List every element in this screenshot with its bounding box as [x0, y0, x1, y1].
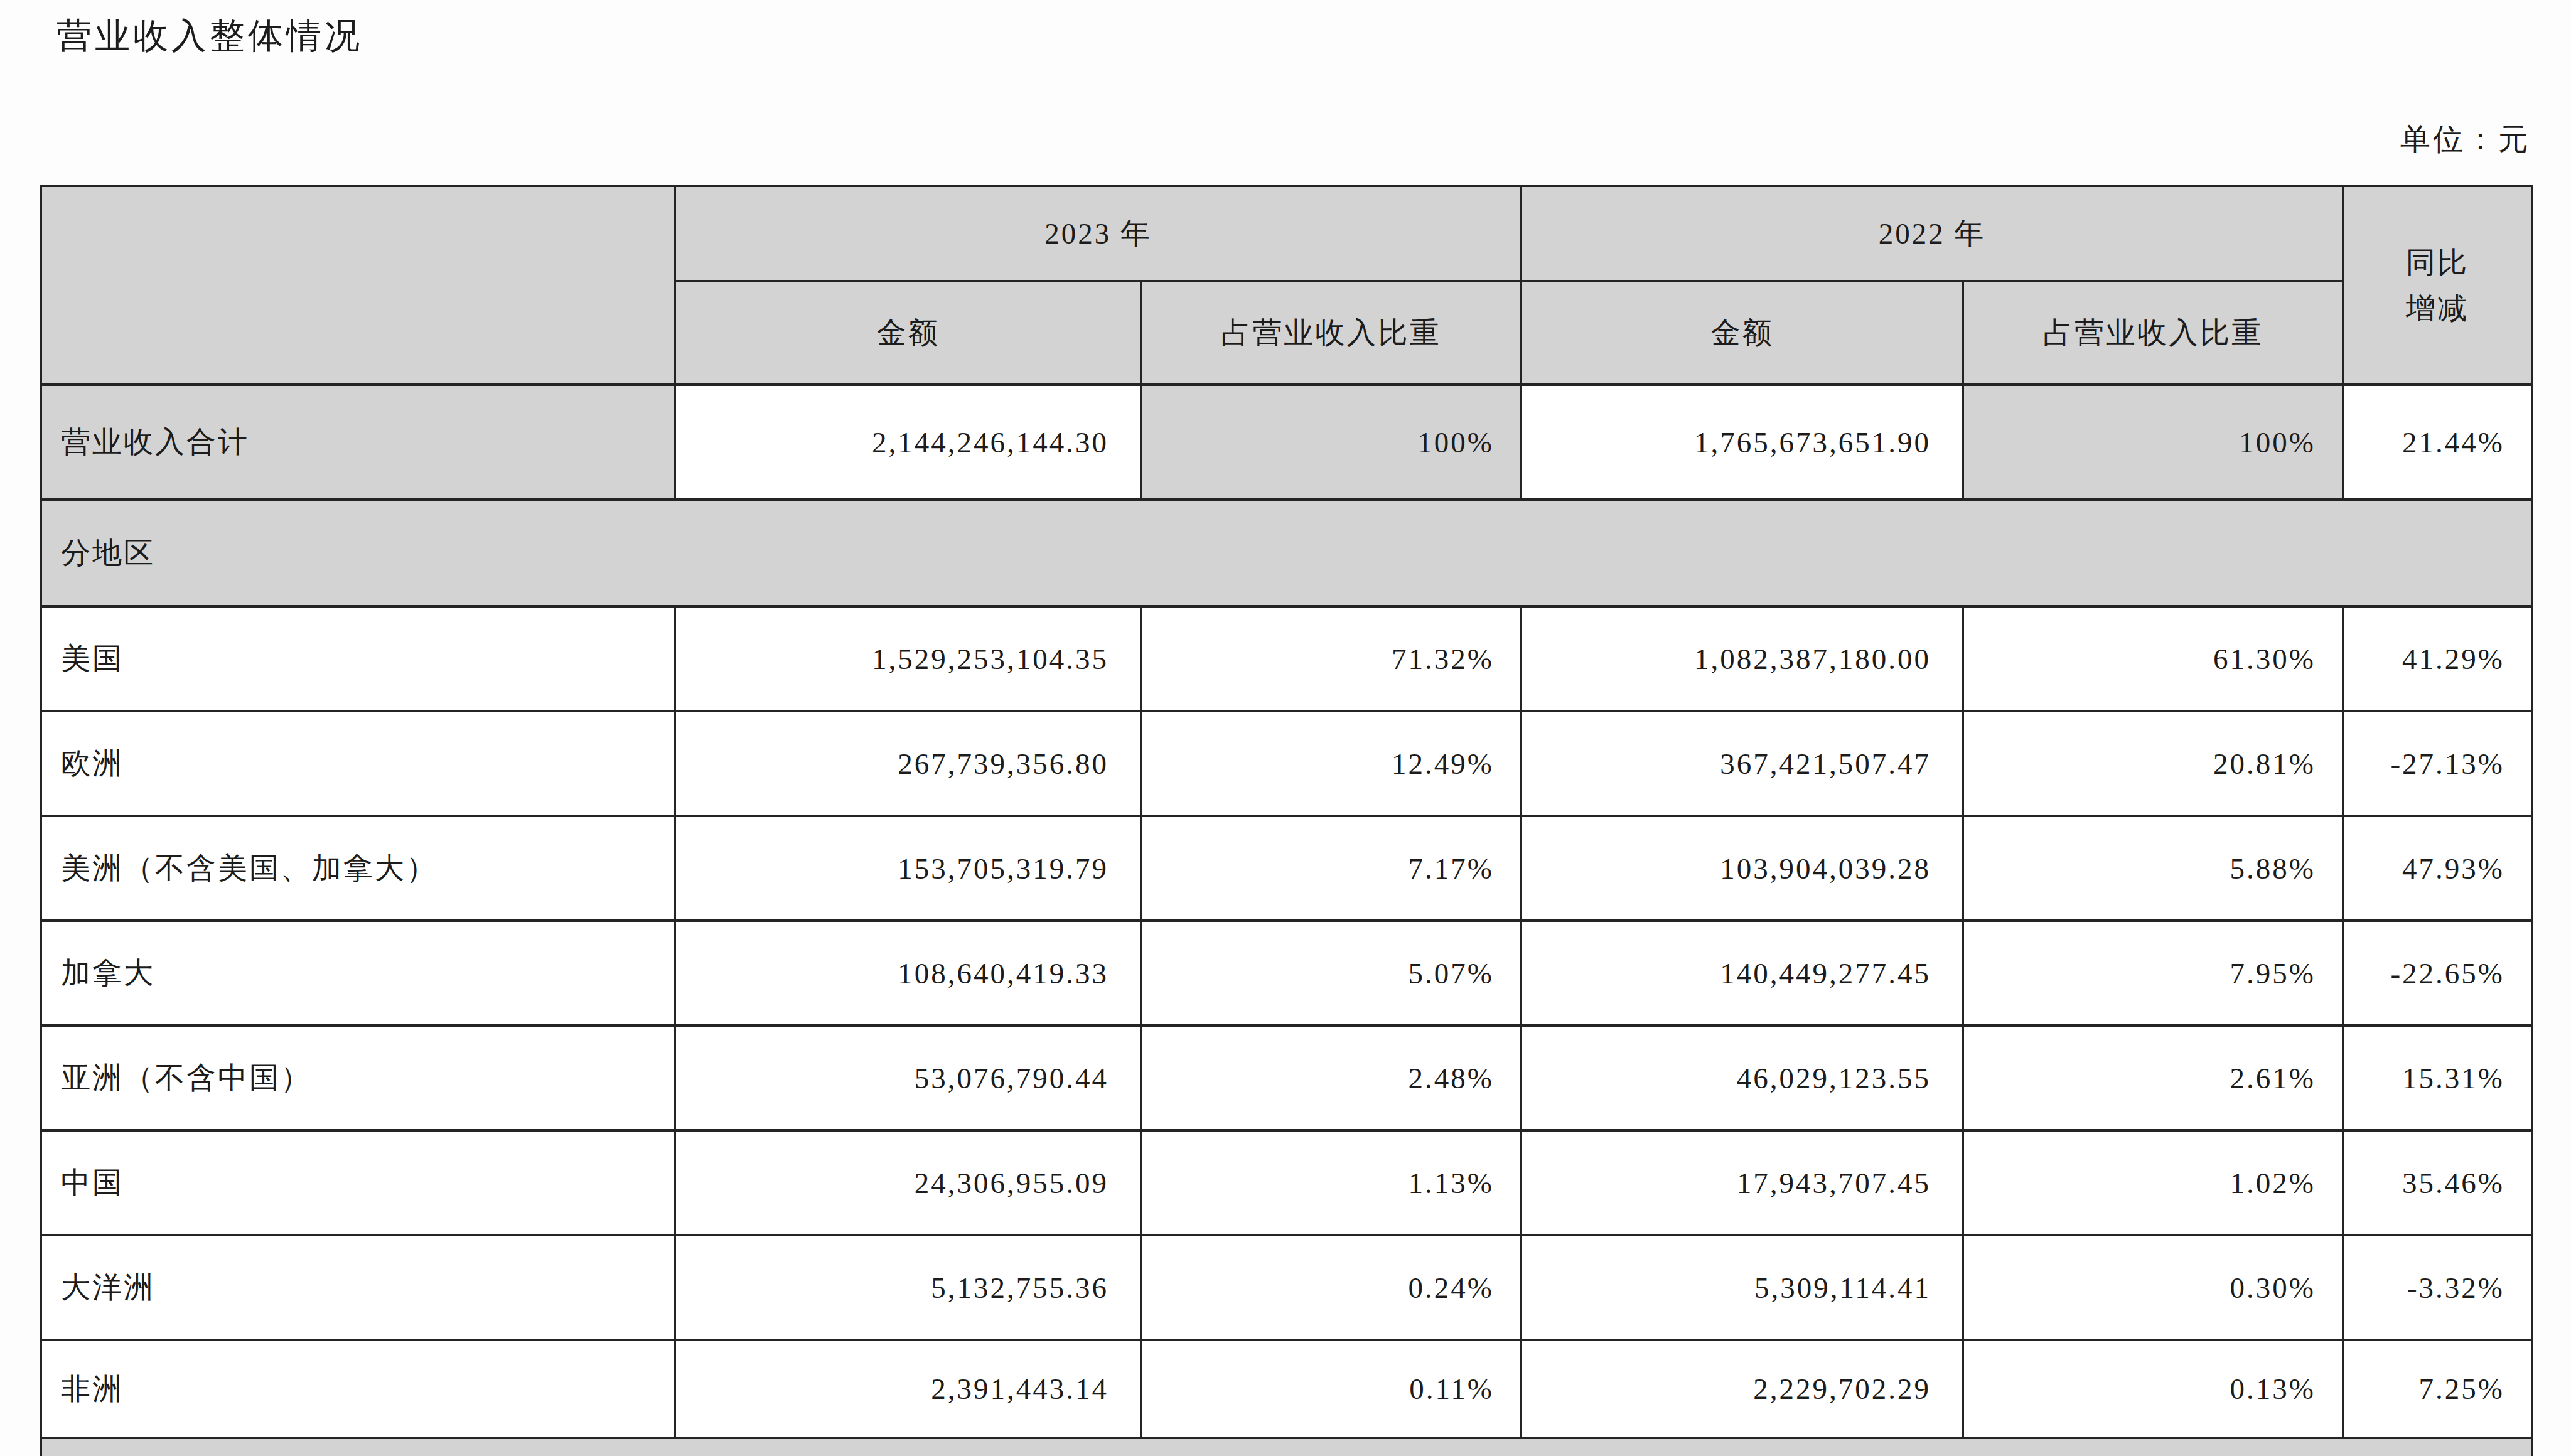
ratio-2022-header: 占营业收入比重 — [1963, 281, 2343, 385]
total-ratio-2022-cell: 100% — [1963, 385, 2343, 500]
page-title: 营业收入整体情况 — [56, 13, 363, 60]
total-row: 营业收入合计 2,144,246,144.30 100% 1,765,673,6… — [41, 385, 2532, 500]
amount-2023-cell: 1,529,253,104.35 — [675, 606, 1141, 711]
revenue-by-region-table: 2023 年 2022 年 同比 增减 金额 占营业收入比重 金额 占营业收入比… — [40, 185, 2533, 1456]
region-label-cell: 美洲（不含美国、加拿大） — [41, 816, 675, 921]
section-row-by-region: 分地区 — [41, 500, 2532, 606]
region-label-cell: 欧洲 — [41, 711, 675, 816]
amount-2022-cell: 2,229,702.29 — [1522, 1340, 1963, 1438]
region-label-cell: 亚洲（不含中国） — [41, 1025, 675, 1130]
ratio-2022-cell: 61.30% — [1963, 606, 2343, 711]
ratio-2022-cell: 5.88% — [1963, 816, 2343, 921]
amount-2023-cell: 5,132,755.36 — [675, 1235, 1141, 1340]
section-label-cell: 分地区 — [41, 500, 2532, 606]
year-2023-header: 2023 年 — [675, 186, 1522, 281]
amount-2023-cell: 153,705,319.79 — [675, 816, 1141, 921]
ratio-2023-cell: 0.24% — [1141, 1235, 1522, 1340]
partial-row-cell — [41, 1438, 2532, 1456]
amount-2022-cell: 46,029,123.55 — [1522, 1025, 1963, 1130]
header-row-years: 2023 年 2022 年 同比 增减 — [41, 186, 2532, 281]
yoy-header: 同比 增减 — [2343, 186, 2532, 385]
ratio-2022-cell: 1.02% — [1963, 1130, 2343, 1235]
ratio-2023-cell: 7.17% — [1141, 816, 1522, 921]
amount-2023-cell: 267,739,356.80 — [675, 711, 1141, 816]
amount-2023-cell: 2,391,443.14 — [675, 1340, 1141, 1438]
ratio-2023-cell: 71.32% — [1141, 606, 1522, 711]
ratio-2023-cell: 2.48% — [1141, 1025, 1522, 1130]
region-label-cell: 美国 — [41, 606, 675, 711]
total-amount-2023-cell: 2,144,246,144.30 — [675, 385, 1141, 500]
amount-2022-cell: 103,904,039.28 — [1522, 816, 1963, 921]
row-oceania: 大洋洲 5,132,755.36 0.24% 5,309,114.41 0.30… — [41, 1235, 2532, 1340]
report-page: 营业收入整体情况 单位：元 2023 年 2022 年 同比 增减 金额 占营业… — [0, 0, 2571, 1456]
amount-2022-cell: 1,082,387,180.00 — [1522, 606, 1963, 711]
region-label-cell: 非洲 — [41, 1340, 675, 1438]
ratio-2022-cell: 20.81% — [1963, 711, 2343, 816]
ratio-2022-cell: 0.30% — [1963, 1235, 2343, 1340]
amount-2022-cell: 17,943,707.45 — [1522, 1130, 1963, 1235]
partial-row-clipped — [41, 1438, 2532, 1456]
total-ratio-2023-cell: 100% — [1141, 385, 1522, 500]
region-label-cell: 大洋洲 — [41, 1235, 675, 1340]
yoy-header-line2: 增减 — [2406, 292, 2469, 324]
ratio-2022-cell: 0.13% — [1963, 1340, 2343, 1438]
row-china: 中国 24,306,955.09 1.13% 17,943,707.45 1.0… — [41, 1130, 2532, 1235]
row-americas-ex-us-canada: 美洲（不含美国、加拿大） 153,705,319.79 7.17% 103,90… — [41, 816, 2532, 921]
region-label-cell: 加拿大 — [41, 921, 675, 1025]
yoy-cell: 15.31% — [2343, 1025, 2532, 1130]
ratio-2023-cell: 0.11% — [1141, 1340, 1522, 1438]
total-label-cell: 营业收入合计 — [41, 385, 675, 500]
ratio-2023-cell: 12.49% — [1141, 711, 1522, 816]
row-asia-ex-china: 亚洲（不含中国） 53,076,790.44 2.48% 46,029,123.… — [41, 1025, 2532, 1130]
row-africa: 非洲 2,391,443.14 0.11% 2,229,702.29 0.13%… — [41, 1340, 2532, 1438]
ratio-2022-cell: 2.61% — [1963, 1025, 2343, 1130]
yoy-cell: -22.65% — [2343, 921, 2532, 1025]
amount-2023-cell: 24,306,955.09 — [675, 1130, 1141, 1235]
yoy-cell: 41.29% — [2343, 606, 2532, 711]
year-2022-header: 2022 年 — [1522, 186, 2343, 281]
row-usa: 美国 1,529,253,104.35 71.32% 1,082,387,180… — [41, 606, 2532, 711]
yoy-cell: 7.25% — [2343, 1340, 2532, 1438]
ratio-2022-cell: 7.95% — [1963, 921, 2343, 1025]
yoy-cell: -3.32% — [2343, 1235, 2532, 1340]
ratio-2023-cell: 1.13% — [1141, 1130, 1522, 1235]
ratio-2023-header: 占营业收入比重 — [1141, 281, 1522, 385]
yoy-cell: 47.93% — [2343, 816, 2532, 921]
amount-2023-cell: 53,076,790.44 — [675, 1025, 1141, 1130]
yoy-header-line1: 同比 — [2406, 246, 2469, 279]
total-amount-2022-cell: 1,765,673,651.90 — [1522, 385, 1963, 500]
amount-2022-header: 金额 — [1522, 281, 1963, 385]
corner-header-cell — [41, 186, 675, 385]
region-label-cell: 中国 — [41, 1130, 675, 1235]
yoy-cell: -27.13% — [2343, 711, 2532, 816]
yoy-cell: 35.46% — [2343, 1130, 2532, 1235]
unit-label: 单位：元 — [2400, 119, 2531, 159]
amount-2022-cell: 367,421,507.47 — [1522, 711, 1963, 816]
row-canada: 加拿大 108,640,419.33 5.07% 140,449,277.45 … — [41, 921, 2532, 1025]
ratio-2023-cell: 5.07% — [1141, 921, 1522, 1025]
total-yoy-cell: 21.44% — [2343, 385, 2532, 500]
row-europe: 欧洲 267,739,356.80 12.49% 367,421,507.47 … — [41, 711, 2532, 816]
amount-2023-header: 金额 — [675, 281, 1141, 385]
amount-2022-cell: 5,309,114.41 — [1522, 1235, 1963, 1340]
amount-2023-cell: 108,640,419.33 — [675, 921, 1141, 1025]
amount-2022-cell: 140,449,277.45 — [1522, 921, 1963, 1025]
